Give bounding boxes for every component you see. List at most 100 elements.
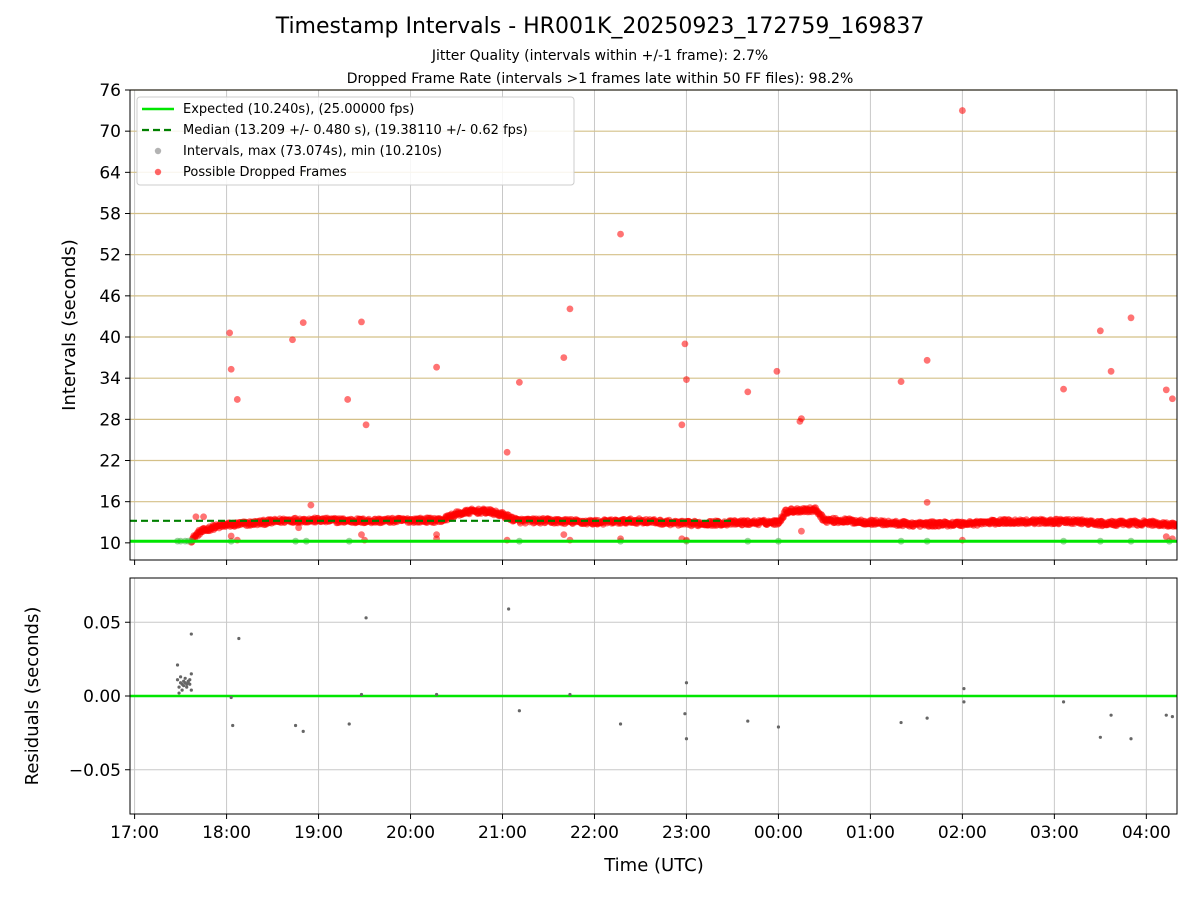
x-tick-label: 02:00 — [938, 823, 987, 843]
dropped-frame-point — [958, 107, 966, 114]
dropped-frame-point — [681, 340, 689, 348]
residual-point — [229, 695, 233, 700]
residual-point — [684, 681, 689, 685]
dropped-frame-point — [798, 527, 805, 535]
residual-point — [237, 636, 241, 641]
residual-point — [177, 691, 181, 695]
dropped-frame-point — [744, 388, 752, 396]
dropped-frame-point — [515, 378, 523, 386]
y-tick-label-top: 16 — [99, 493, 121, 513]
dropped-frame-point — [227, 532, 235, 540]
residual-point — [189, 632, 193, 636]
residual-point — [189, 688, 193, 692]
dropped-frame-point — [1162, 533, 1170, 541]
y-tick-label-top: 64 — [99, 163, 121, 183]
y-tick-label-top: 70 — [99, 122, 121, 142]
residual-point — [1098, 735, 1102, 739]
legend-entry: Expected (10.240s), (25.00000 fps) — [183, 102, 414, 117]
y-tick-label-top: 76 — [99, 81, 121, 101]
residual-point — [188, 678, 192, 682]
x-tick-label: 17:00 — [110, 823, 159, 843]
x-tick-label: 19:00 — [294, 823, 343, 843]
dropped-frame-point — [897, 378, 905, 386]
residual-point — [1170, 715, 1175, 719]
dropped-frame-point — [289, 336, 296, 344]
residual-point — [189, 672, 193, 676]
jitter-subtitle: Jitter Quality (intervals within +/-1 fr… — [431, 48, 769, 64]
residual-point — [231, 723, 235, 728]
y-tick-label-top: 10 — [99, 534, 121, 554]
residual-point — [175, 678, 180, 682]
residual-point — [185, 685, 189, 689]
dropped-frame-point — [560, 354, 568, 361]
legend-intervals-swatch — [154, 147, 162, 155]
residual-point — [293, 723, 298, 728]
residual-point — [177, 685, 181, 689]
dropped-frame-point — [200, 513, 207, 521]
dropped-frame-point — [307, 501, 315, 509]
x-tick-label: 04:00 — [1122, 823, 1171, 843]
dropped-frame-point — [358, 531, 365, 539]
dropped-frame-point — [226, 329, 234, 337]
residual-point — [364, 616, 368, 620]
dropped-frame-point — [923, 356, 931, 364]
residual-point — [684, 737, 689, 741]
residual-point — [359, 692, 364, 697]
dropped-frame-point — [227, 365, 235, 373]
x-tick-label: 20:00 — [386, 823, 435, 843]
residual-point — [1061, 700, 1066, 704]
residual-point — [507, 607, 511, 611]
dropped-frame-point — [773, 367, 781, 375]
legend-entry: Median (13.209 +/- 0.480 s), (19.38110 +… — [183, 123, 528, 138]
dropped-frame-point — [617, 230, 624, 238]
residual-point — [962, 687, 966, 691]
dropped-frame-point — [1127, 314, 1135, 322]
residual-point — [175, 663, 180, 667]
dropped-frame-point — [358, 318, 365, 326]
residual-point — [618, 722, 623, 726]
residual-point — [517, 709, 521, 713]
dropped-frame-point — [923, 498, 931, 506]
dropped-frame-point — [503, 448, 511, 456]
y-tick-label-bottom: 0.00 — [83, 687, 121, 707]
y-tick-label-top: 22 — [99, 452, 121, 472]
dropped-frame-point — [683, 376, 690, 383]
residual-point — [1164, 713, 1168, 717]
bottom-plot-area — [130, 607, 1177, 741]
dropped-frame-point — [1060, 385, 1067, 393]
residual-point — [182, 684, 186, 688]
dropped-frame-point — [433, 531, 440, 539]
top-axes-frame — [129, 89, 1178, 561]
y-axis-label-bottom: Residuals (seconds) — [22, 607, 43, 786]
legend-dropped-swatch — [154, 168, 162, 176]
dropped-frame-point — [192, 513, 200, 521]
residual-point — [899, 720, 903, 725]
residual-point — [776, 725, 781, 729]
dropped-frame-point — [1172, 522, 1177, 530]
residual-point — [301, 729, 305, 734]
y-tick-label-bottom: 0.05 — [83, 613, 121, 633]
dropped-frame-point — [678, 421, 686, 429]
legend-box — [136, 96, 575, 186]
x-tick-label: 22:00 — [570, 823, 619, 843]
dropped-frame-subtitle: Dropped Frame Rate (intervals >1 frames … — [346, 71, 854, 87]
top-plot-area — [130, 107, 1177, 546]
residual-point — [178, 675, 183, 679]
residual-point — [568, 692, 572, 697]
dropped-frame-point — [362, 421, 370, 429]
residual-point — [746, 719, 750, 723]
y-tick-label-bottom: −0.05 — [69, 761, 121, 781]
x-tick-label: 01:00 — [846, 823, 895, 843]
residual-point — [347, 722, 351, 726]
x-tick-label: 03:00 — [1030, 823, 1079, 843]
residual-point — [1129, 737, 1133, 741]
residual-point — [434, 692, 439, 697]
y-tick-label-top: 58 — [99, 205, 121, 225]
dropped-frame-point — [1096, 327, 1104, 335]
dropped-frame-point — [344, 396, 352, 403]
dropped-frame-point — [1107, 367, 1115, 375]
x-tick-label: 00:00 — [754, 823, 803, 843]
y-tick-label-top: 34 — [99, 369, 121, 389]
